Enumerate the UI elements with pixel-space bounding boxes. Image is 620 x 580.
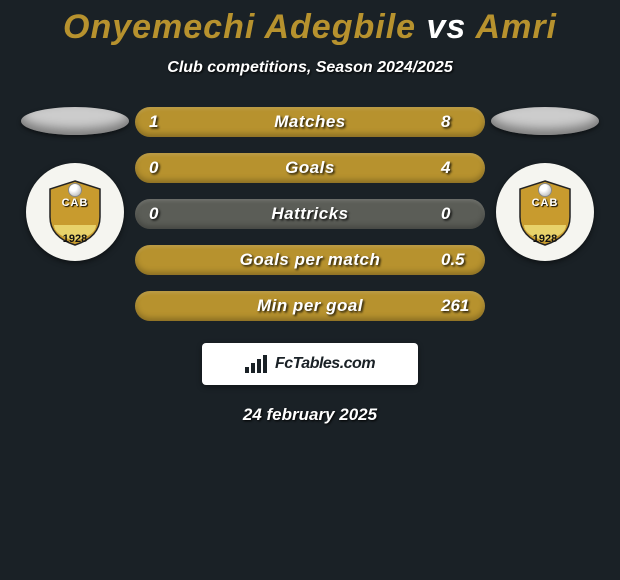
left-column: CAB 1928 xyxy=(15,107,135,261)
right-column: CAB 1928 xyxy=(485,107,605,261)
footer-date: 24 february 2025 xyxy=(0,405,620,425)
stat-left-value: 0 xyxy=(149,158,179,178)
stats-list: 1Matches80Goals40Hattricks0Goals per mat… xyxy=(135,107,485,321)
subtitle: Club competitions, Season 2024/2025 xyxy=(0,59,620,77)
ball-icon xyxy=(538,183,552,197)
stat-row-min-per-goal: Min per goal261 xyxy=(135,291,485,321)
stat-label: Matches xyxy=(179,112,441,132)
bars-icon xyxy=(245,355,267,373)
badge-cab-left: CAB xyxy=(62,197,89,209)
stat-right-value: 8 xyxy=(441,112,471,132)
stat-label: Hattricks xyxy=(179,204,441,224)
stat-right-value: 0.5 xyxy=(441,250,471,270)
badge-cab-right: CAB xyxy=(532,197,559,209)
badge-year-left: 1928 xyxy=(63,233,87,245)
brand-text: FcTables.com xyxy=(275,355,375,373)
ball-icon xyxy=(68,183,82,197)
stat-label: Goals xyxy=(179,158,441,178)
player2-club-badge: CAB 1928 xyxy=(496,163,594,261)
stat-row-matches: 1Matches8 xyxy=(135,107,485,137)
stat-left-value: 1 xyxy=(149,112,179,132)
stat-left-value: 0 xyxy=(149,204,179,224)
stat-right-value: 4 xyxy=(441,158,471,178)
stat-row-goals: 0Goals4 xyxy=(135,153,485,183)
stat-right-value: 261 xyxy=(441,296,471,316)
vs-text: vs xyxy=(427,8,467,46)
comparison-title: Onyemechi Adegbile vs Amri xyxy=(0,0,620,47)
player1-name: Onyemechi Adegbile xyxy=(63,8,416,46)
player1-silhouette xyxy=(21,107,129,135)
stat-row-hattricks: 0Hattricks0 xyxy=(135,199,485,229)
brand-box: FcTables.com xyxy=(202,343,418,385)
stat-label: Min per goal xyxy=(179,296,441,316)
player2-name: Amri xyxy=(476,8,557,46)
stat-label: Goals per match xyxy=(179,250,441,270)
stat-row-goals-per-match: Goals per match0.5 xyxy=(135,245,485,275)
badge-year-right: 1928 xyxy=(533,233,557,245)
content-area: CAB 1928 1Matches80Goals40Hattricks0Goal… xyxy=(0,107,620,321)
stat-right-value: 0 xyxy=(441,204,471,224)
player1-club-badge: CAB 1928 xyxy=(26,163,124,261)
player2-silhouette xyxy=(491,107,599,135)
